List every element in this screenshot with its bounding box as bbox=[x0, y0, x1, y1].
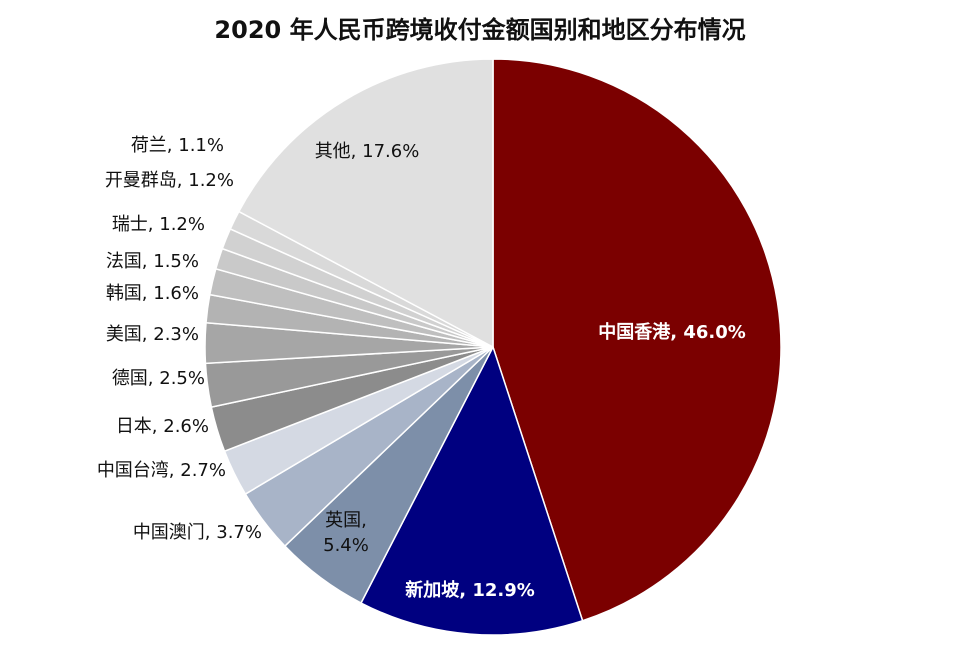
slice-label-7: 德国, 2.5% bbox=[112, 368, 205, 389]
slice-label-9: 韩国, 1.6% bbox=[106, 283, 199, 304]
slice-label-4: 中国澳门, 3.7% bbox=[133, 522, 262, 543]
slice-label-5: 中国台湾, 2.7% bbox=[97, 460, 226, 481]
slice-label-6: 日本, 2.6% bbox=[116, 416, 209, 437]
pie-slices bbox=[204, 58, 782, 636]
slice-label-11: 瑞士, 1.2% bbox=[112, 214, 205, 235]
slice-label-1: 中国香港, 46.0% bbox=[598, 321, 746, 343]
pie-slice-1 bbox=[492, 58, 782, 622]
slice-label-14: 其他, 17.6% bbox=[315, 141, 420, 162]
pie-slice-2 bbox=[360, 345, 584, 636]
pie-slice-14 bbox=[237, 58, 494, 349]
slice-label-3: 英国, 5.4% bbox=[323, 510, 369, 556]
slice-label-8: 美国, 2.3% bbox=[106, 324, 199, 345]
slice-label-13: 荷兰, 1.1% bbox=[131, 135, 224, 156]
slice-label-10: 法国, 1.5% bbox=[106, 251, 199, 272]
slice-label-12: 开曼群岛, 1.2% bbox=[105, 170, 234, 191]
pie-labels: 中国香港, 46.0% 新加坡, 12.9% 英国, 5.4% 中国澳门, 3.7% 中国… bbox=[97, 135, 746, 601]
chart-title: 2020 年人民币跨境收付金额国别和地区分布情况 bbox=[214, 16, 746, 44]
slice-label-2: 新加坡, 12.9% bbox=[405, 579, 535, 601]
